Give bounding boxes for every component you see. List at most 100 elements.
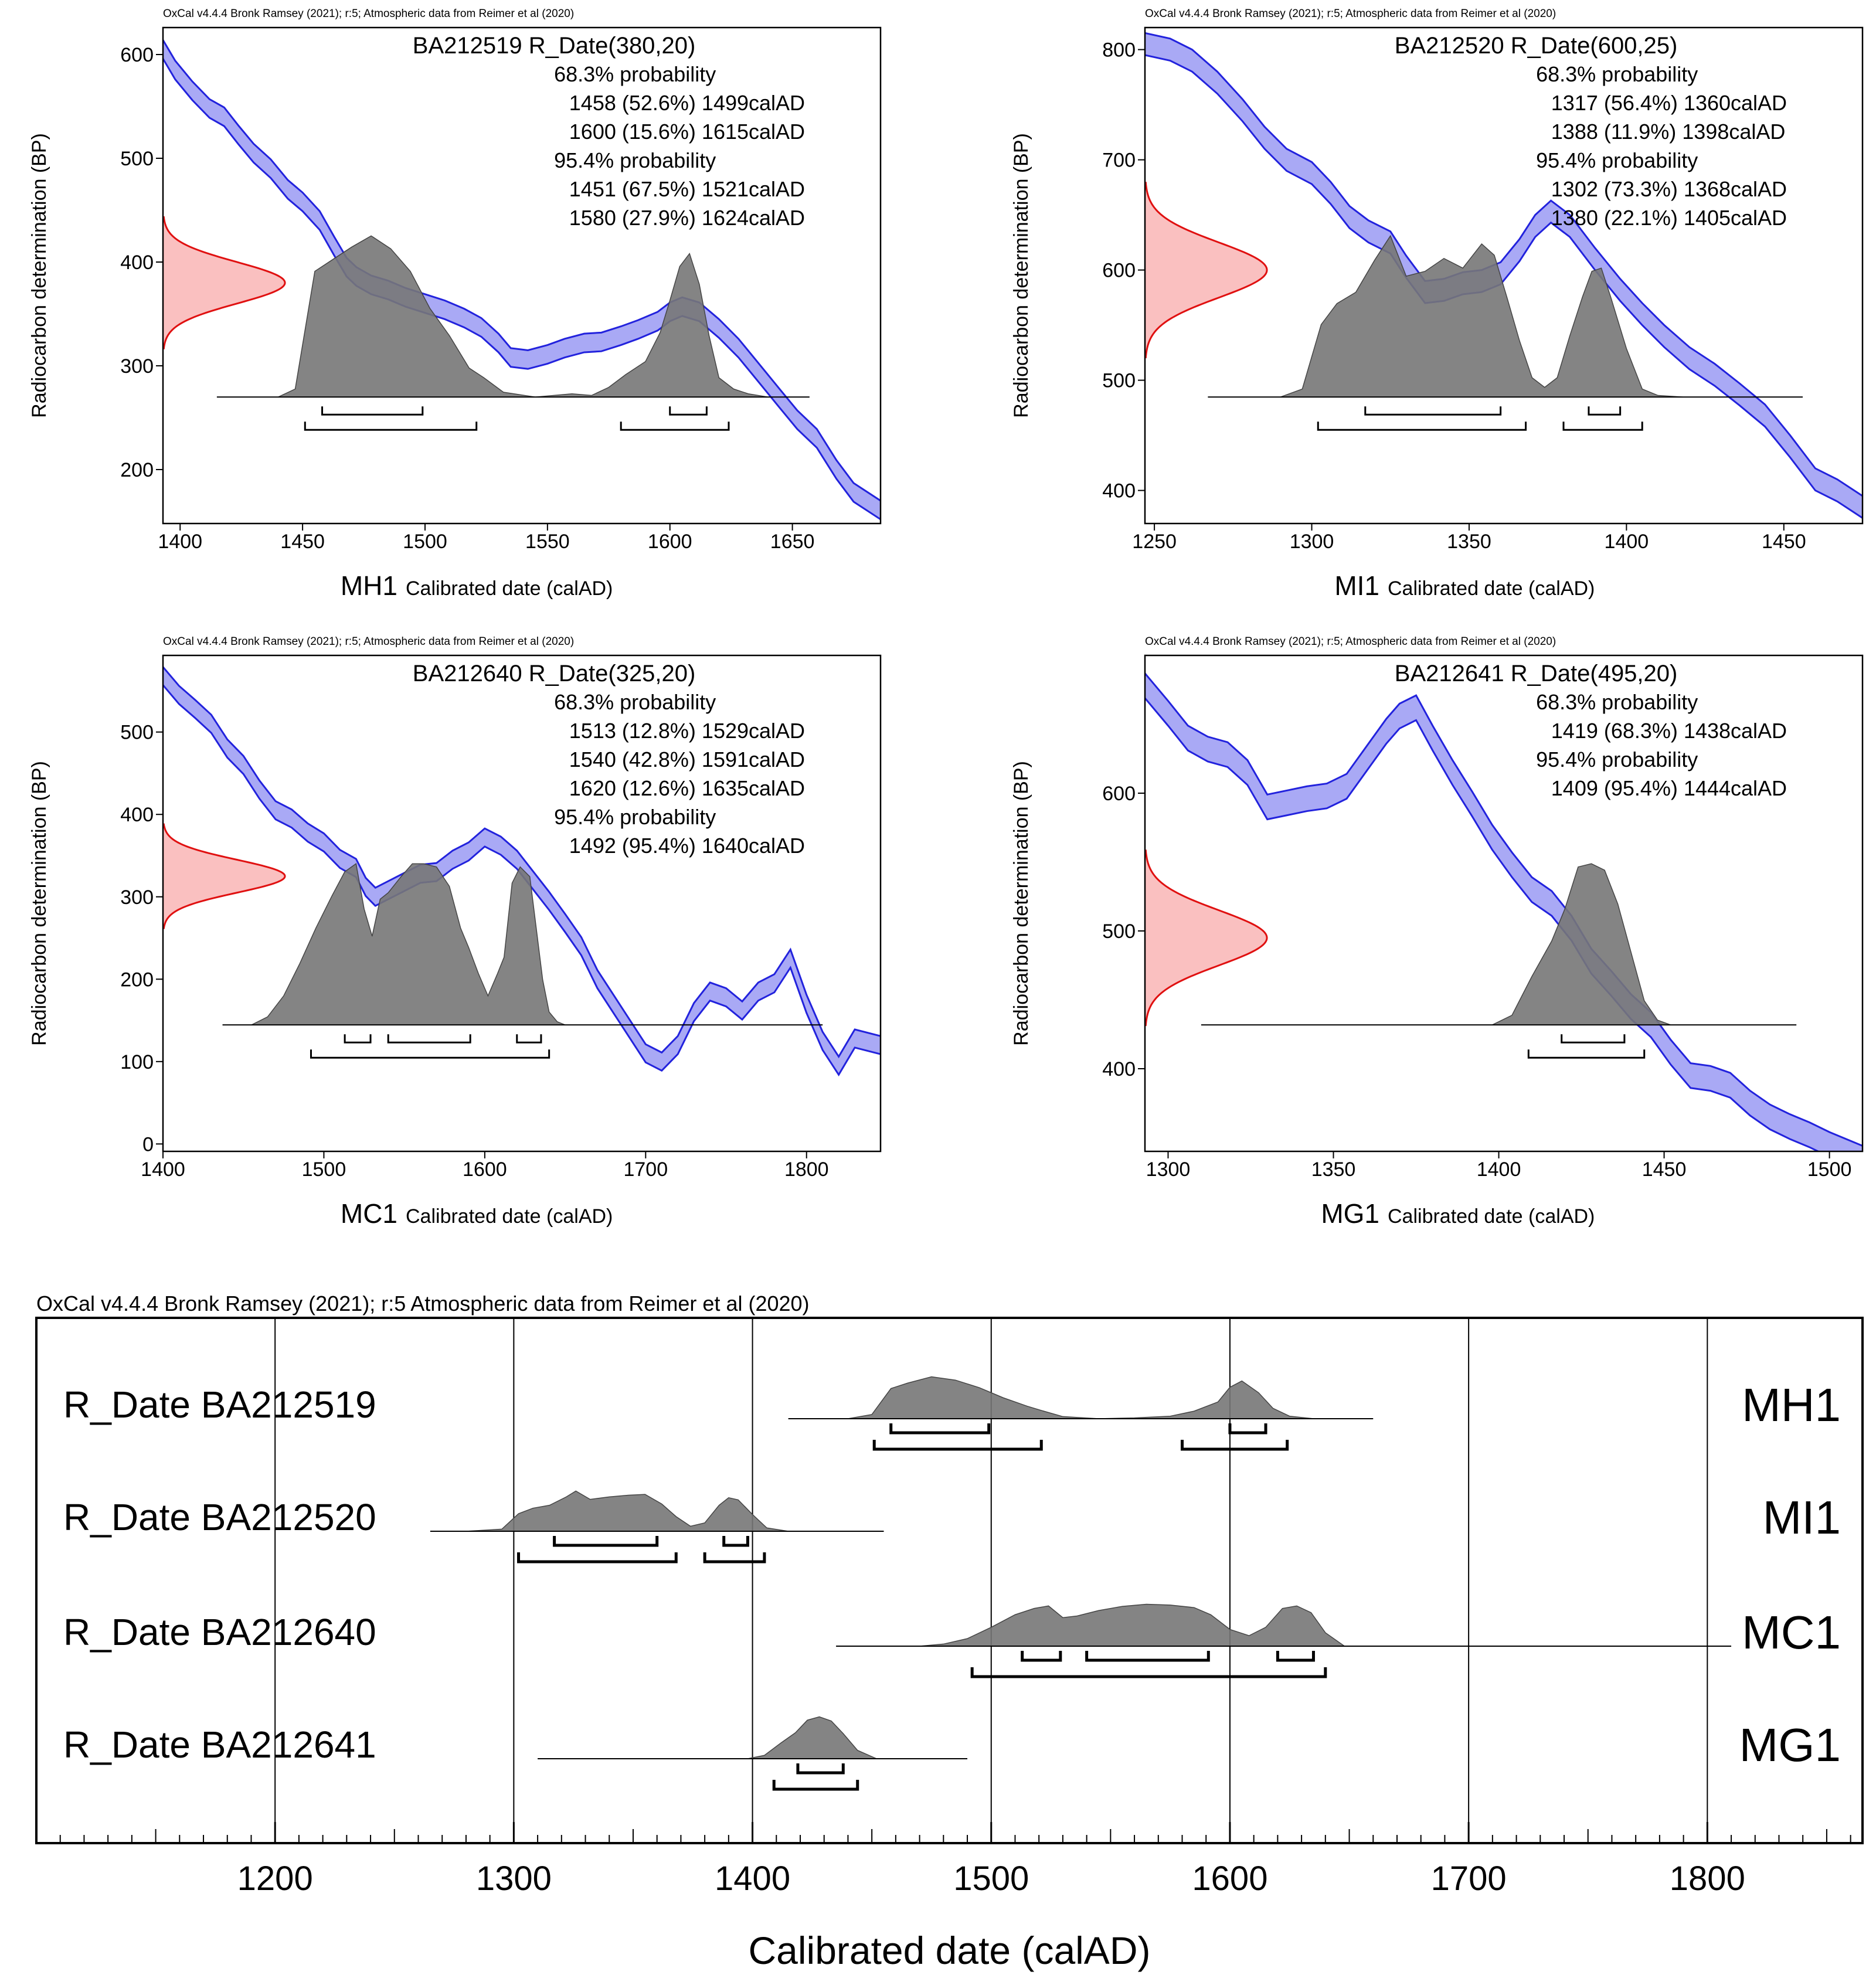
calibrated-distribution [1491,863,1671,1026]
plot-frame [35,1317,1864,1844]
y-tick-label: 300 [120,886,154,909]
range-95-bracket [1181,1440,1289,1451]
calibrated-distribution [1280,234,1684,398]
x-tick-label: 1450 [1642,1158,1687,1181]
multiplot-row-mc1: R_Date BA212640 MC1 [63,1603,1841,1678]
probability-range: 1380 (22.1%) 1405calAD [1551,206,1787,230]
range-95-bracket [703,1552,766,1563]
calibration-curve-upper [1145,672,1863,1147]
x-tick-label: 1400 [141,1158,185,1181]
y-tick-label: 400 [1102,1058,1136,1080]
multiplot-row-mi1: R_Date BA212520 MI1 [63,1490,1841,1563]
calibration-curve-lower [163,684,881,1077]
x-axis-label: Calibrated date (calAD) [1388,577,1595,600]
probability-heading: 68.3% probability [1536,62,1698,86]
sample-title: BA212640 R_Date(325,20) [413,661,696,686]
x-tick-label: 1200 [237,1860,313,1898]
oxcal-credit: OxCal v4.4.4 Bronk Ramsey (2021); r:5 At… [36,1291,810,1316]
x-tick-label: 1700 [623,1158,668,1181]
radiocarbon-measurement-fill [1145,849,1267,1027]
y-axis-label: Radiocarbon determination (BP) [1010,761,1032,1046]
plot-area [1145,672,1863,1151]
probability-range: 1580 (27.9%) 1624calAD [569,206,805,230]
y-tick-label: 300 [120,355,154,378]
y-tick-label: 600 [1102,260,1136,282]
probability-range: 1540 (42.8%) 1591calAD [569,747,805,771]
row-label: R_Date BA212519 [63,1384,376,1426]
calibrated-distribution [747,1716,877,1759]
y-tick-label: 200 [120,459,154,481]
range-95-bracket [872,1440,1043,1451]
probability-range: 1513 (12.8%) 1529calAD [569,719,805,743]
probability-range: 1409 (95.4%) 1444calAD [1551,776,1787,800]
range-95-bracket [970,1667,1327,1678]
x-tick-label: 1450 [1762,531,1806,553]
probability-range: 1419 (68.3%) 1438calAD [1551,719,1787,743]
range-95-bracket [1317,422,1527,431]
range-68-bracket [553,1536,659,1547]
sample-title: BA212520 R_Date(600,25) [1395,33,1678,59]
probability-range: 1620 (12.6%) 1635calAD [569,776,805,800]
x-tick-label: 1500 [953,1860,1029,1898]
plot-area [163,39,881,521]
y-tick-label: 600 [1102,783,1136,805]
x-tick-label: 1600 [648,531,692,553]
x-tick-label: 1350 [1447,531,1491,553]
probability-heading: 95.4% probability [1536,747,1698,771]
calibrated-distribution [278,235,768,398]
probability-range: 1317 (56.4%) 1360calAD [1551,91,1787,115]
probability-range: 1388 (11.9%) 1398calAD [1551,120,1786,144]
range-68-bracket [669,406,708,416]
row-label: R_Date BA212520 [63,1496,376,1538]
x-tick-label: 1300 [476,1860,552,1898]
calibration-panel-mc1: OxCal v4.4.4 Bronk Ramsey (2021); r:5; A… [28,635,882,1229]
range-68-bracket [1276,1651,1315,1662]
calibration-curve-band [1145,673,1863,1151]
y-tick-label: 500 [120,148,154,170]
plot-frame [162,26,882,525]
radiocarbon-measurement-fill [163,216,286,349]
y-axis-label: Radiocarbon determination (BP) [28,133,50,418]
site-label: MG1 [1321,1198,1379,1229]
radiocarbon-measurement-line [1145,849,1268,1027]
x-axis-label: Calibrated date (calAD) [406,1205,613,1228]
plot-frame [1144,654,1864,1153]
site-label: MC1 [1742,1606,1841,1658]
x-tick-label: 1500 [302,1158,346,1181]
calibration-curve-upper [163,39,881,502]
probability-heading: 95.4% probability [1536,148,1698,172]
range-95-bracket [517,1552,678,1563]
range-68-bracket [722,1536,749,1547]
x-tick-label: 1500 [1807,1158,1852,1181]
x-axis-label: Calibrated date (calAD) [1388,1205,1595,1228]
range-68-bracket [344,1034,372,1044]
sample-title: BA212641 R_Date(495,20) [1395,661,1678,686]
x-tick-label: 1300 [1290,531,1334,553]
y-tick-label: 500 [1102,370,1136,392]
row-label: R_Date BA212640 [63,1611,376,1653]
row-label: R_Date BA212641 [63,1724,376,1766]
site-label: MH1 [1742,1379,1841,1431]
calibrated-distribution [465,1490,789,1532]
radiocarbon-measurement-fill [163,823,286,929]
range-68-bracket [1561,1034,1626,1044]
probability-heading: 68.3% probability [554,690,716,714]
site-label: MC1 [341,1198,397,1229]
site-label: MI1 [1334,570,1379,601]
calibration-panel-mi1: OxCal v4.4.4 Bronk Ramsey (2021); r:5; A… [1010,8,1864,601]
range-95-bracket [1527,1049,1646,1059]
x-tick-label: 1500 [403,531,447,553]
x-tick-label: 1400 [1477,1158,1521,1181]
range-68-bracket [1364,406,1502,416]
y-tick-label: 0 [142,1133,154,1155]
oxcal-credit: OxCal v4.4.4 Bronk Ramsey (2021); r:5; A… [1145,8,1556,20]
multiplot-row-mg1: R_Date BA212641 MG1 [63,1716,1841,1791]
probability-range: 1492 (95.4%) 1640calAD [569,834,805,858]
plot-frame [1144,26,1864,525]
range-95-bracket [772,1780,859,1791]
radiocarbon-measurement-line [1145,182,1268,359]
probability-heading: 95.4% probability [554,148,716,172]
probability-range: 1302 (73.3%) 1368calAD [1551,177,1787,201]
sample-title: BA212519 R_Date(380,20) [413,33,696,59]
